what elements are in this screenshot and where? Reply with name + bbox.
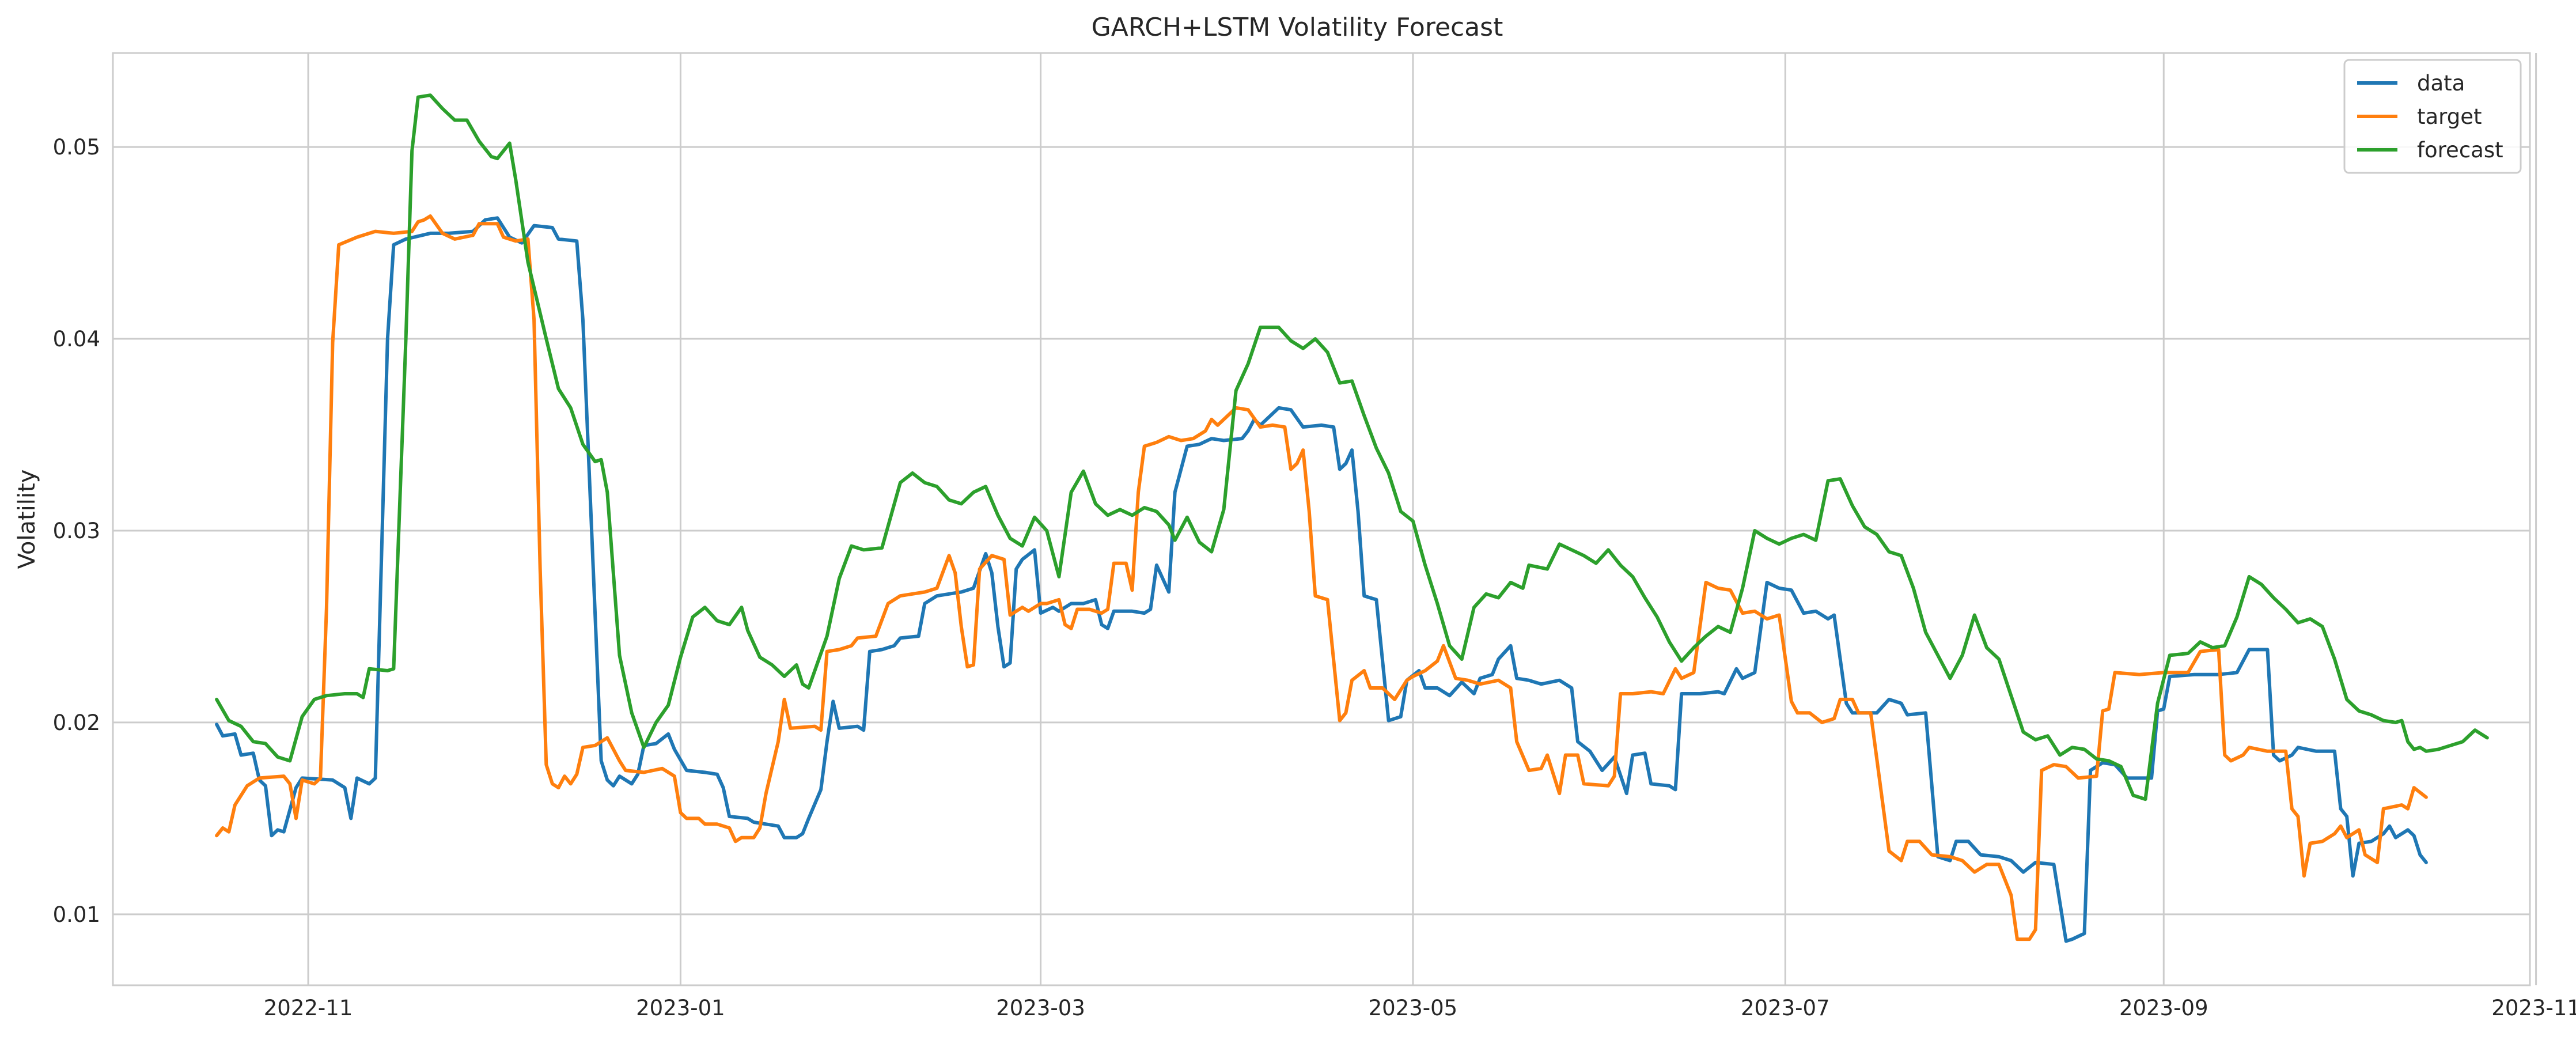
y-tick-label: 0.02 — [53, 710, 100, 735]
grid-lines — [113, 53, 2537, 985]
y-tick-label: 0.03 — [53, 519, 100, 543]
x-tick-label: 2023-01 — [636, 996, 725, 1020]
y-tick-label: 0.05 — [53, 135, 100, 160]
y-axis-label: Volatility — [14, 470, 40, 569]
y-tick-label: 0.01 — [53, 902, 100, 927]
series-line-forecast — [215, 93, 2489, 801]
x-tick-label: 2023-09 — [2119, 996, 2208, 1020]
y-axis-ticks: 0.01 0.02 0.03 0.04 0.05 — [53, 135, 100, 927]
series-lines — [215, 93, 2489, 943]
series-line-data — [215, 216, 2428, 943]
x-tick-label: 2023-05 — [1369, 996, 1458, 1020]
x-tick-label: 2022-11 — [264, 996, 353, 1020]
legend: data target forecast — [2343, 59, 2522, 174]
plot-frame — [112, 52, 2531, 986]
legend-box — [2343, 59, 2522, 174]
series-line-target — [215, 214, 2428, 941]
chart-title: GARCH+LSTM Volatility Forecast — [1092, 13, 1503, 42]
x-axis-ticks: 2022-11 2023-01 2023-03 2023-05 2023-07 2023-… — [264, 996, 2576, 1020]
x-tick-label: 2023-11 — [2491, 996, 2576, 1020]
legend-label-forecast: forecast — [2417, 138, 2503, 162]
legend-label-target: target — [2417, 104, 2482, 129]
legend-label-data: data — [2417, 71, 2465, 96]
x-tick-label: 2023-03 — [996, 996, 1085, 1020]
x-tick-label: 2023-07 — [1741, 996, 1830, 1020]
y-tick-label: 0.04 — [53, 327, 100, 351]
